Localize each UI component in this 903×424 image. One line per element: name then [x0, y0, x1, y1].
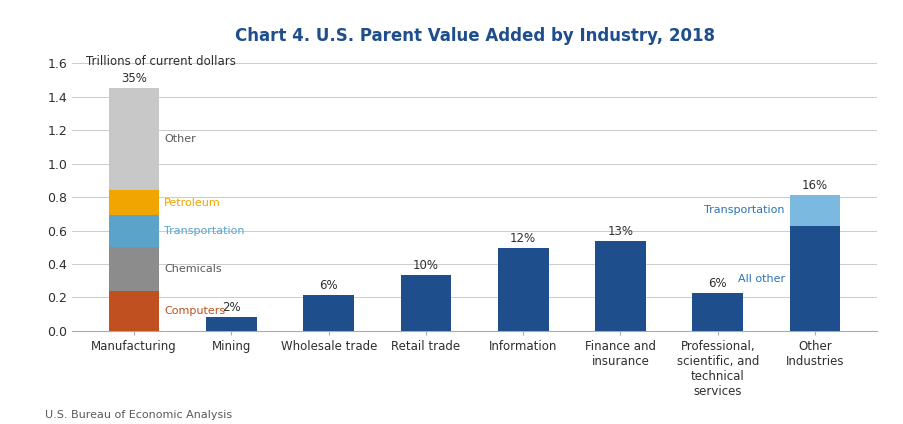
Bar	[498, 248, 548, 331]
Bar	[789, 195, 840, 226]
Text: 2%: 2%	[222, 301, 240, 314]
Text: Trillions of current dollars: Trillions of current dollars	[86, 55, 235, 68]
Bar	[108, 247, 159, 291]
Text: 12%: 12%	[509, 232, 535, 245]
Text: 35%: 35%	[121, 72, 147, 85]
Text: 13%: 13%	[607, 225, 633, 238]
Text: 10%: 10%	[413, 259, 439, 272]
Text: U.S. Bureau of Economic Analysis: U.S. Bureau of Economic Analysis	[45, 410, 232, 420]
Text: 16%: 16%	[801, 179, 827, 192]
Bar	[303, 295, 354, 331]
Bar	[108, 190, 159, 215]
Text: Petroleum: Petroleum	[164, 198, 221, 207]
Bar	[692, 293, 742, 331]
Bar	[206, 317, 256, 331]
Bar	[108, 291, 159, 331]
Bar	[594, 241, 645, 331]
Text: Chemicals: Chemicals	[164, 264, 222, 274]
Bar	[789, 226, 840, 331]
Bar	[108, 215, 159, 247]
Text: 6%: 6%	[319, 279, 338, 292]
Text: Computers: Computers	[164, 306, 225, 316]
Text: Transportation: Transportation	[164, 226, 245, 236]
Text: All other: All other	[737, 273, 784, 284]
Text: Other: Other	[164, 134, 196, 144]
Bar	[108, 88, 159, 190]
Text: 6%: 6%	[708, 277, 726, 290]
Text: Transportation: Transportation	[703, 206, 784, 215]
Bar	[400, 275, 451, 331]
Title: Chart 4. U.S. Parent Value Added by Industry, 2018: Chart 4. U.S. Parent Value Added by Indu…	[235, 27, 713, 45]
